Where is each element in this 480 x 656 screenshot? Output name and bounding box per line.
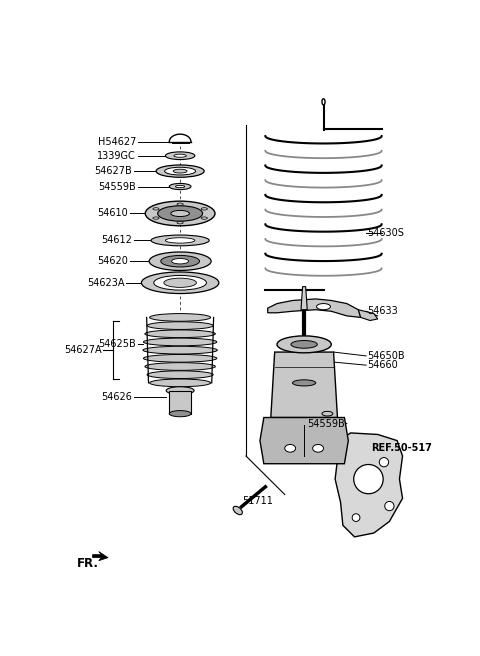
Ellipse shape <box>173 169 187 173</box>
Text: 54626: 54626 <box>101 392 132 401</box>
Ellipse shape <box>156 165 204 177</box>
Text: 54610: 54610 <box>97 209 128 218</box>
Ellipse shape <box>147 371 213 379</box>
Text: H54627: H54627 <box>97 137 136 147</box>
Text: 54559B: 54559B <box>308 419 345 428</box>
Text: 54660: 54660 <box>368 360 398 370</box>
Ellipse shape <box>157 206 203 221</box>
Ellipse shape <box>165 167 196 175</box>
Ellipse shape <box>143 346 217 354</box>
Polygon shape <box>359 310 378 321</box>
Text: 54625B: 54625B <box>98 339 136 349</box>
Ellipse shape <box>292 380 316 386</box>
Ellipse shape <box>164 278 196 287</box>
Ellipse shape <box>379 458 389 467</box>
Ellipse shape <box>145 330 216 338</box>
Ellipse shape <box>172 258 189 264</box>
Ellipse shape <box>316 304 330 310</box>
Ellipse shape <box>144 354 217 362</box>
Ellipse shape <box>153 217 159 219</box>
Ellipse shape <box>169 411 191 417</box>
Ellipse shape <box>354 464 383 494</box>
Text: 51711: 51711 <box>242 496 273 506</box>
Text: 54627B: 54627B <box>95 166 132 176</box>
Text: FR.: FR. <box>77 558 99 570</box>
Ellipse shape <box>150 379 211 387</box>
Text: 54623A: 54623A <box>87 277 124 288</box>
Text: 54559B: 54559B <box>98 182 136 192</box>
Ellipse shape <box>166 152 195 159</box>
Ellipse shape <box>176 186 185 188</box>
Bar <box>169 390 191 414</box>
Text: 54650B: 54650B <box>368 351 405 361</box>
Ellipse shape <box>142 272 219 293</box>
Ellipse shape <box>154 276 206 290</box>
Ellipse shape <box>177 222 183 224</box>
Text: 54633: 54633 <box>368 306 398 316</box>
Ellipse shape <box>385 501 394 510</box>
Polygon shape <box>301 287 307 310</box>
Ellipse shape <box>201 217 207 219</box>
Polygon shape <box>271 352 337 417</box>
Polygon shape <box>268 299 360 318</box>
Ellipse shape <box>147 321 213 329</box>
Ellipse shape <box>312 445 324 452</box>
Ellipse shape <box>277 336 331 353</box>
Text: 54612: 54612 <box>101 236 132 245</box>
Ellipse shape <box>169 184 191 190</box>
Ellipse shape <box>166 387 194 394</box>
Ellipse shape <box>352 514 360 522</box>
Ellipse shape <box>233 506 242 515</box>
Ellipse shape <box>291 340 317 348</box>
Text: 54627A: 54627A <box>64 345 102 355</box>
Polygon shape <box>93 552 108 561</box>
Ellipse shape <box>201 208 207 210</box>
Ellipse shape <box>144 338 217 346</box>
Ellipse shape <box>149 252 211 270</box>
Text: 54620: 54620 <box>97 256 128 266</box>
Ellipse shape <box>145 201 215 226</box>
Ellipse shape <box>171 211 190 216</box>
Ellipse shape <box>161 255 200 267</box>
Text: REF.50-517: REF.50-517 <box>372 443 432 453</box>
Ellipse shape <box>166 237 195 243</box>
Ellipse shape <box>153 208 159 210</box>
Ellipse shape <box>174 154 186 157</box>
Ellipse shape <box>322 99 325 105</box>
Text: 1339GC: 1339GC <box>97 151 136 161</box>
Ellipse shape <box>150 314 211 321</box>
Ellipse shape <box>145 363 216 371</box>
Ellipse shape <box>322 411 333 416</box>
Polygon shape <box>335 433 403 537</box>
Text: 54630S: 54630S <box>368 228 405 237</box>
Ellipse shape <box>177 203 183 205</box>
Ellipse shape <box>151 235 209 246</box>
Ellipse shape <box>285 445 296 452</box>
Polygon shape <box>260 417 348 464</box>
